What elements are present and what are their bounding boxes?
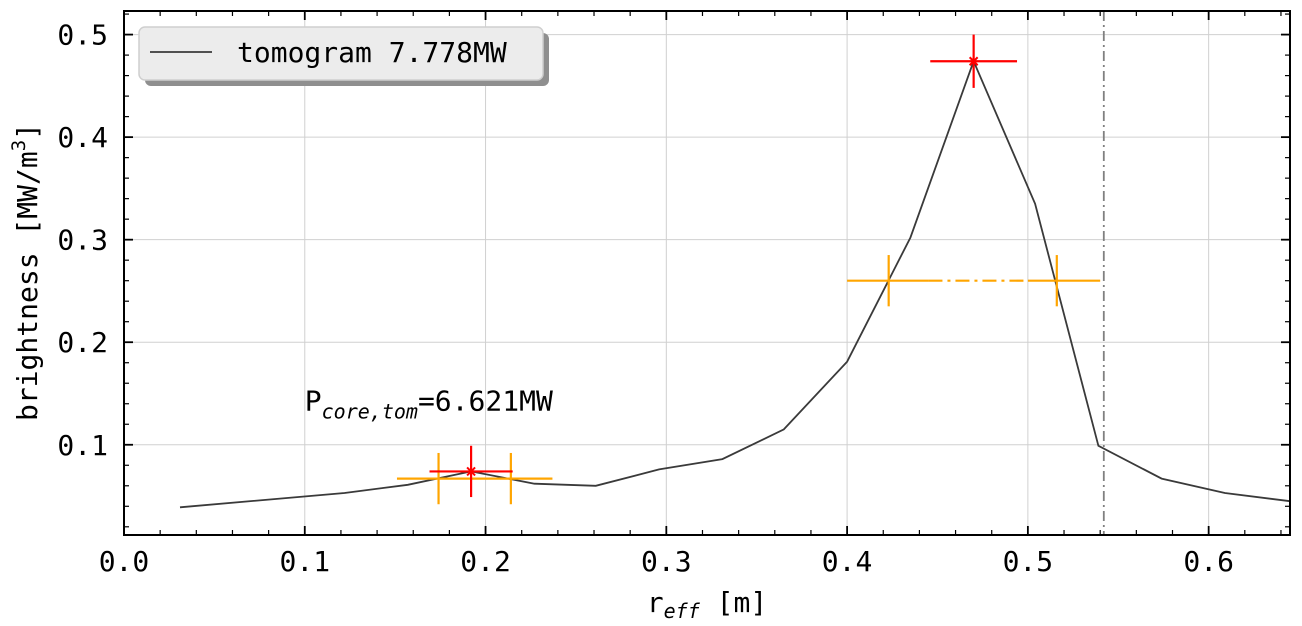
- series-layer: [179, 11, 1291, 535]
- y-tick-label: 0.2: [57, 326, 108, 359]
- annotation-main: P: [305, 385, 322, 418]
- y-tick-label: 0.1: [57, 429, 108, 462]
- x-axis-label-main: r: [647, 586, 664, 619]
- annotation-tail: =6.621MW: [418, 385, 553, 418]
- y-tick-label: 0.4: [57, 121, 108, 154]
- y-tick-label: 0.5: [57, 19, 108, 52]
- legend-box: [138, 26, 544, 81]
- markers-layer: [396, 34, 1101, 505]
- core-power-annotation: Pcore,tom=6.621MW: [305, 385, 553, 424]
- ticks-layer: 0.0 0.1 0.2 0.3 0.4 0.5 0.6 0.1 0.2 0.3 0.4 0.5: [57, 11, 1290, 578]
- x-tick-label: 0.0: [99, 545, 150, 578]
- legend-entry-label: tomogram 7.778MW: [237, 36, 507, 69]
- y-axis-label-end: ]: [11, 123, 44, 140]
- x-axis-label-sub: eff: [664, 599, 701, 623]
- y-axis-label-main: brightness [MW/m: [11, 151, 44, 421]
- x-tick-label: 0.1: [279, 545, 330, 578]
- y-axis-label: brightness [MW/m3]: [8, 123, 44, 421]
- x-tick-label: 0.5: [1003, 545, 1054, 578]
- x-axis-label-unit: [m]: [700, 586, 767, 619]
- y-axis-label-sup: 3: [8, 140, 30, 151]
- red-star-marker: [466, 466, 476, 477]
- x-tick-label: 0.2: [460, 545, 511, 578]
- plot-frame: [123, 10, 1291, 536]
- legend: tomogram 7.778MW: [138, 26, 549, 86]
- red-star-marker: [968, 56, 979, 66]
- y-tick-label: 0.3: [57, 224, 108, 257]
- x-tick-label: 0.4: [822, 545, 873, 578]
- tomogram-line: [179, 58, 1291, 509]
- annotation-sub: core,tom: [322, 400, 418, 424]
- x-tick-label: 0.6: [1183, 545, 1234, 578]
- x-axis-label: reff [m]: [647, 586, 767, 623]
- grid: [123, 11, 1290, 535]
- x-tick-label: 0.3: [641, 545, 692, 578]
